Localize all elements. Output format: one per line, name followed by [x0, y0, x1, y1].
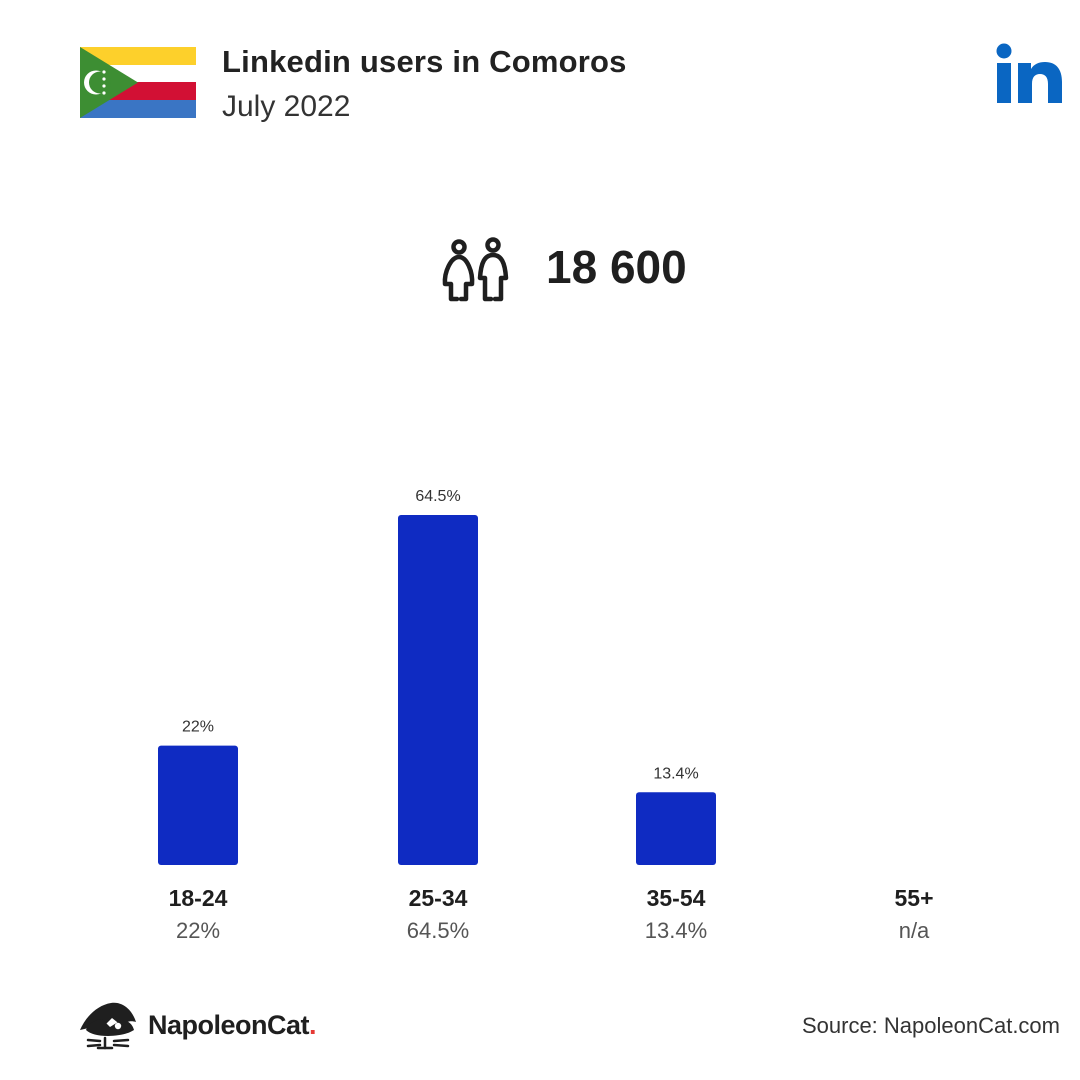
brand-dot: .: [309, 1010, 317, 1040]
category-label: 35-54: [647, 885, 706, 911]
users-icon: [442, 237, 509, 302]
category-percentage: n/a: [899, 918, 930, 943]
bar-35-54: [636, 792, 716, 865]
comoros-flag-icon: [80, 47, 196, 118]
total-users-value: 18 600: [546, 241, 687, 293]
bar-18-24: [158, 745, 238, 865]
bar-value-label: 13.4%: [653, 765, 698, 782]
page-title: Linkedin users in Comoros: [222, 44, 627, 79]
category-percentage: 13.4%: [645, 918, 707, 943]
bar-value-label: 22%: [182, 719, 214, 736]
bar-25-34: [398, 515, 478, 865]
napoleoncat-logo-icon: [80, 1002, 136, 1050]
source-text: Source: NapoleonCat.com: [801, 1013, 1060, 1038]
category-label: 55+: [894, 885, 933, 911]
category-label: 25-34: [409, 885, 468, 911]
page-subtitle: July 2022: [222, 90, 351, 123]
category-percentage: 64.5%: [407, 918, 469, 943]
category-percentage: 22%: [176, 918, 220, 943]
bar-value-label: 64.5%: [415, 488, 460, 505]
linkedin-logo-icon: [996, 43, 1062, 103]
category-label: 18-24: [169, 885, 228, 911]
brand-name: NapoleonCat.: [148, 1010, 317, 1040]
